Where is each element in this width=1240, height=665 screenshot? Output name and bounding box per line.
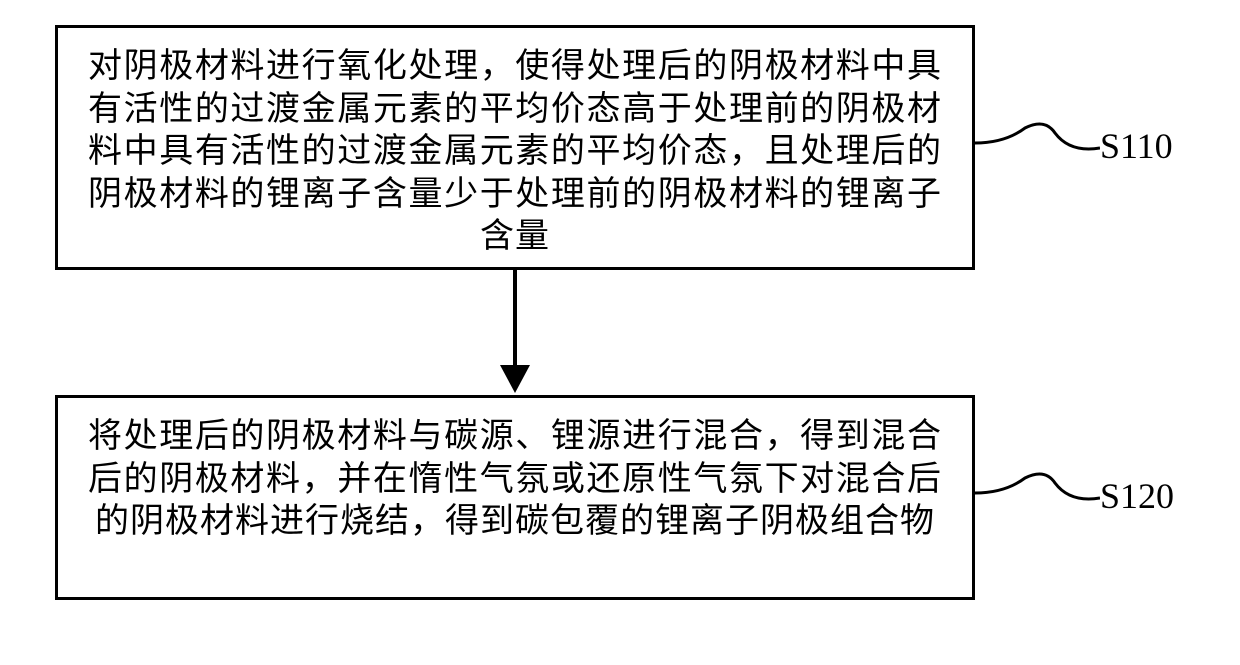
step-box-s110: 对阴极材料进行氧化处理，使得处理后的阴极材料中具有活性的过渡金属元素的平均价态高… <box>55 25 975 270</box>
step-text-s110: 对阴极材料进行氧化处理，使得处理后的阴极材料中具有活性的过渡金属元素的平均价态高… <box>88 46 942 259</box>
arrow-s110-to-s120 <box>510 270 520 395</box>
step-box-s120: 将处理后的阴极材料与碳源、锂源进行混合，得到混合后的阴极材料，并在惰性气氛或还原… <box>55 395 975 600</box>
arrow-line <box>513 270 517 370</box>
connector-curve-s110 <box>975 118 1100 163</box>
connector-path-s110 <box>975 124 1100 149</box>
step-label-s120: S120 <box>1100 475 1174 517</box>
step-label-s110: S110 <box>1100 125 1173 167</box>
connector-path-s120 <box>975 474 1100 499</box>
flowchart-container: 对阴极材料进行氧化处理，使得处理后的阴极材料中具有活性的过渡金属元素的平均价态高… <box>0 0 1240 665</box>
connector-svg-s110 <box>975 118 1100 163</box>
step-text-s120: 将处理后的阴极材料与碳源、锂源进行混合，得到混合后的阴极材料，并在惰性气氛或还原… <box>88 416 942 544</box>
connector-svg-s120 <box>975 468 1100 513</box>
connector-curve-s120 <box>975 468 1100 513</box>
arrow-head-icon <box>500 365 530 393</box>
